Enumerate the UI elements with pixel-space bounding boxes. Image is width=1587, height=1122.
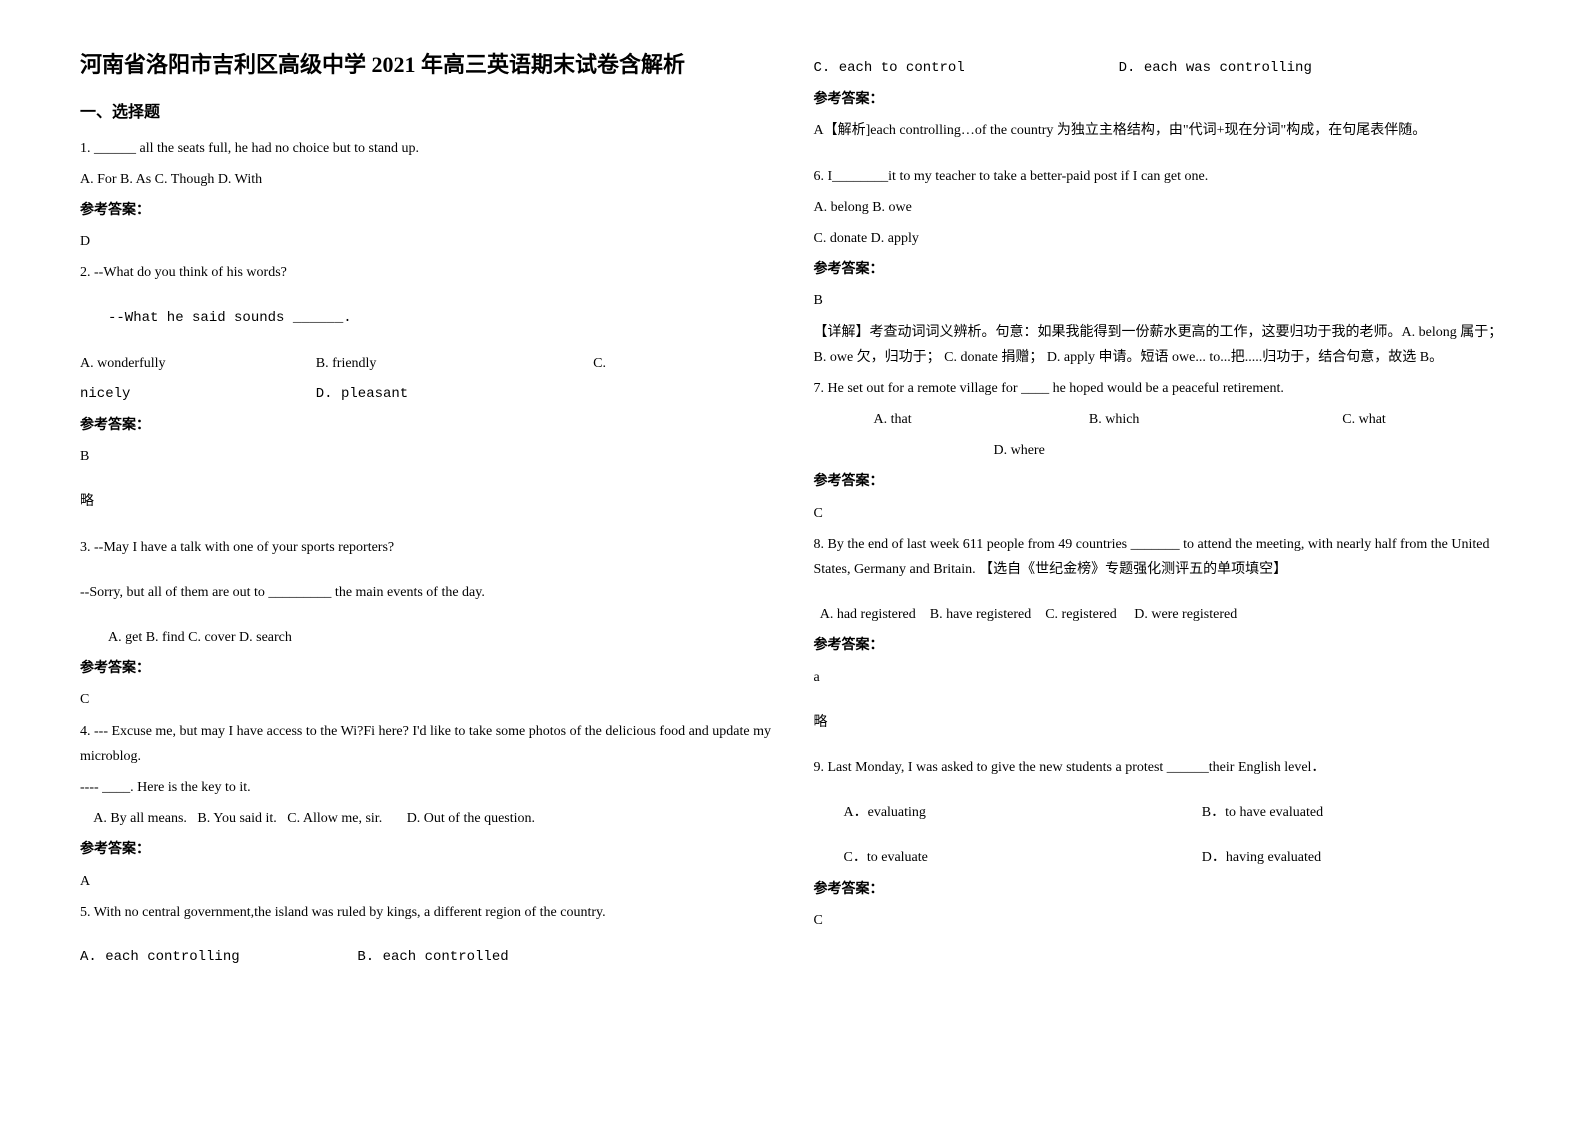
q6-opt1: A. belong B. owe bbox=[814, 195, 1508, 220]
answer-label: 参考答案： bbox=[80, 837, 774, 862]
q7-answer: C bbox=[814, 501, 1508, 526]
q7-opt-d: D. where bbox=[994, 443, 1045, 458]
exam-title: 河南省洛阳市吉利区高级中学 2021 年高三英语期末试卷含解析 bbox=[80, 50, 774, 81]
q2-line2: --What he said sounds ______. bbox=[80, 306, 774, 331]
q7-options-row1: A. that B. which C. what bbox=[814, 407, 1508, 432]
left-column: 河南省洛阳市吉利区高级中学 2021 年高三英语期末试卷含解析 一、选择题 1.… bbox=[60, 50, 794, 1072]
q3-answer: C bbox=[80, 687, 774, 712]
q6-note: 【详解】考查动词词义辨析。句意：如果我能得到一份薪水更高的工作，这要归功于我的老… bbox=[814, 320, 1508, 370]
q7-stem: 7. He set out for a remote village for _… bbox=[814, 376, 1508, 401]
q9-answer: C bbox=[814, 908, 1508, 933]
q3-stem: 3. --May I have a talk with one of your … bbox=[80, 535, 774, 560]
q5-options-row1: A. each controlling B. each controlled bbox=[80, 945, 774, 970]
q4-line2: ---- ____. Here is the key to it. bbox=[80, 775, 774, 800]
q8-options: A. had registered B. have registered C. … bbox=[814, 602, 1508, 627]
q9-opt-a: A．evaluating bbox=[844, 800, 1202, 825]
q5-options-row2: C. each to control D. each was controlli… bbox=[814, 56, 1508, 81]
answer-label: 参考答案： bbox=[814, 257, 1508, 282]
answer-label: 参考答案： bbox=[80, 198, 774, 223]
section-header: 一、选择题 bbox=[80, 99, 774, 128]
q2-options-row2: nicely D. pleasant bbox=[80, 382, 774, 407]
q6-opt2: C. donate D. apply bbox=[814, 226, 1508, 251]
q7-options-row2: D. where bbox=[814, 438, 1508, 463]
q9-options-row1: A．evaluating B．to have evaluated bbox=[814, 800, 1508, 825]
q2-answer: B bbox=[80, 444, 774, 469]
q2-options-row1: A. wonderfully B. friendly C. bbox=[80, 351, 774, 376]
q9-opt-c: C．to evaluate bbox=[844, 845, 1202, 870]
q9-stem: 9. Last Monday, I was asked to give the … bbox=[814, 755, 1508, 780]
answer-label: 参考答案： bbox=[814, 87, 1508, 112]
q6-answer: B bbox=[814, 288, 1508, 313]
q4-answer: A bbox=[80, 869, 774, 894]
answer-label: 参考答案： bbox=[814, 877, 1508, 902]
q2-opt-d: D. pleasant bbox=[316, 382, 408, 407]
q3-line2: --Sorry, but all of them are out to ____… bbox=[80, 580, 774, 605]
q7-opt-b: B. which bbox=[1089, 407, 1342, 432]
answer-label: 参考答案： bbox=[80, 656, 774, 681]
q7-opt-a: A. that bbox=[874, 407, 1089, 432]
q9-opt-d: D．having evaluated bbox=[1202, 845, 1321, 870]
q4-stem: 4. --- Excuse me, but may I have access … bbox=[80, 719, 774, 769]
q2-note: 略 bbox=[80, 489, 774, 514]
q2-stem: 2. --What do you think of his words? bbox=[80, 260, 774, 285]
q1-answer: D bbox=[80, 229, 774, 254]
q4-options: A. By all means. B. You said it. C. Allo… bbox=[80, 806, 774, 831]
q2-opt-b: B. friendly bbox=[316, 351, 593, 376]
q5-opt-c: C. each to control bbox=[814, 56, 1119, 81]
q2-opt-a: A. wonderfully bbox=[80, 351, 316, 376]
q1-options: A. For B. As C. Though D. With bbox=[80, 167, 774, 192]
q9-options-row2: C．to evaluate D．having evaluated bbox=[814, 845, 1508, 870]
q2-opt-nicely: nicely bbox=[80, 382, 316, 407]
answer-label: 参考答案： bbox=[80, 413, 774, 438]
q5-answer: A【解析]each controlling…of the country 为独立… bbox=[814, 118, 1508, 143]
q6-stem: 6. I________it to my teacher to take a b… bbox=[814, 164, 1508, 189]
q8-answer: a bbox=[814, 665, 1508, 690]
q9-opt-b: B．to have evaluated bbox=[1202, 800, 1323, 825]
q5-stem: 5. With no central government,the island… bbox=[80, 900, 774, 925]
q5-opt-b: B. each controlled bbox=[357, 945, 508, 970]
q3-options: A. get B. find C. cover D. search bbox=[80, 625, 774, 650]
q8-note: 略 bbox=[814, 710, 1508, 735]
q2-opt-c: C. bbox=[593, 351, 606, 376]
q5-opt-d: D. each was controlling bbox=[1119, 56, 1312, 81]
answer-label: 参考答案： bbox=[814, 469, 1508, 494]
q7-opt-c: C. what bbox=[1342, 407, 1386, 432]
right-column: C. each to control D. each was controlli… bbox=[794, 50, 1528, 1072]
answer-label: 参考答案： bbox=[814, 633, 1508, 658]
q5-opt-a: A. each controlling bbox=[80, 945, 357, 970]
q1-stem: 1. ______ all the seats full, he had no … bbox=[80, 136, 774, 161]
q8-stem: 8. By the end of last week 611 people fr… bbox=[814, 532, 1508, 582]
